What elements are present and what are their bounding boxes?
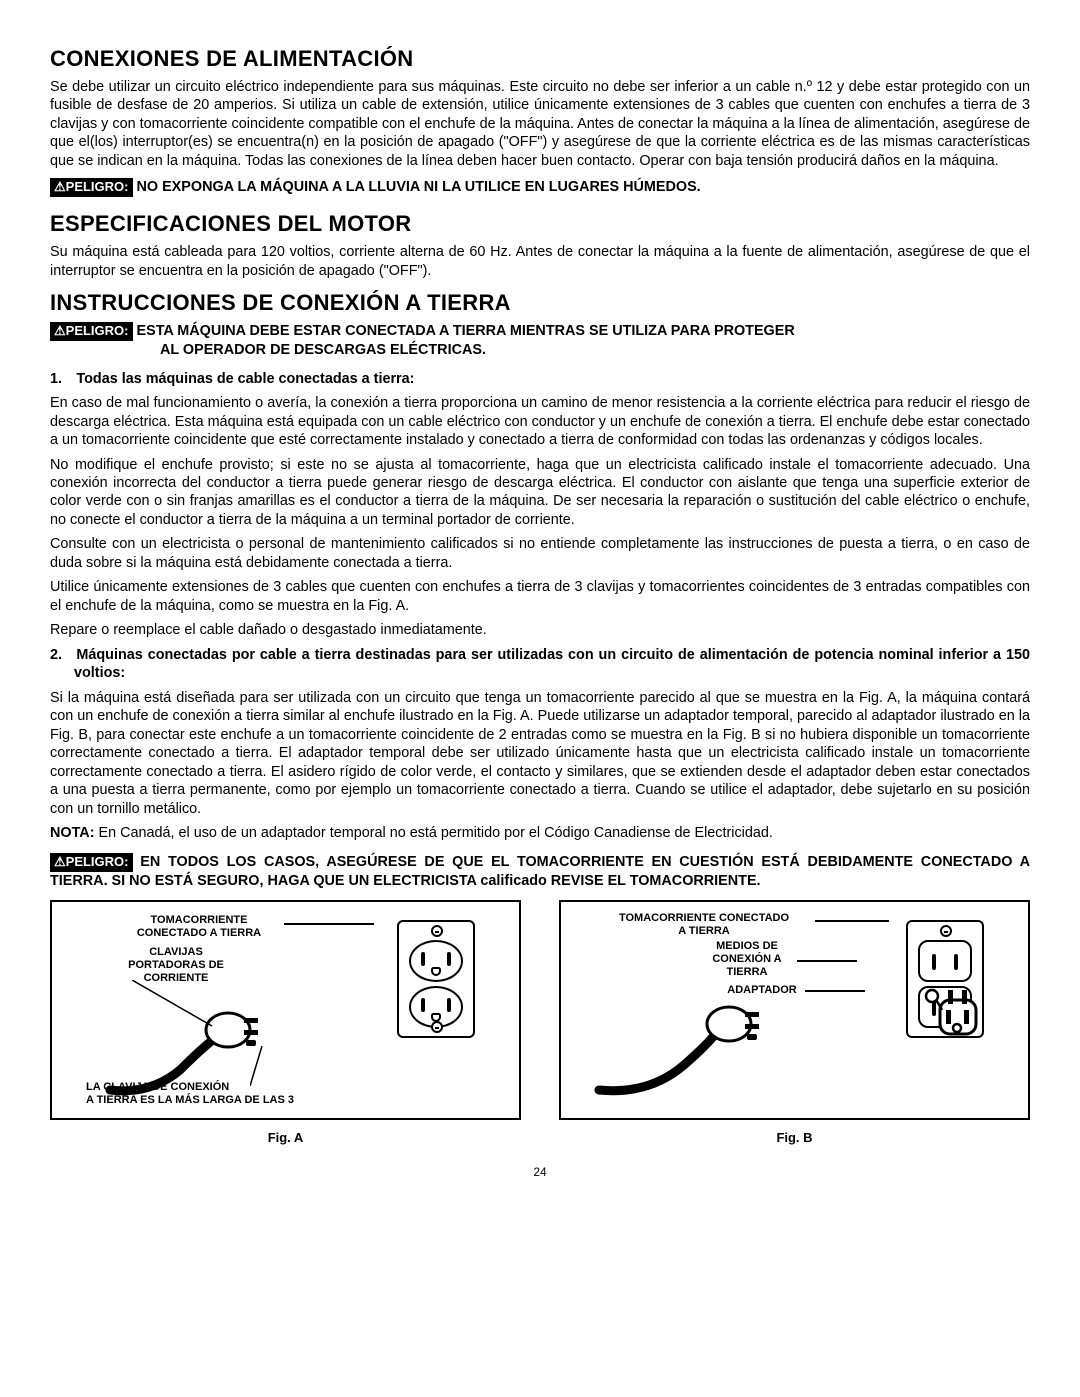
body-paragraph: En caso de mal funcionamiento o avería, … [50, 394, 1030, 449]
danger-badge: ⚠PELIGRO: [50, 853, 133, 872]
figure-label: TOMACORRIENTECONECTADO A TIERRA [114, 914, 284, 939]
figure-caption: Fig. A [50, 1130, 521, 1145]
body-paragraph: Consulte con un electricista o personal … [50, 535, 1030, 572]
figures-row: TOMACORRIENTECONECTADO A TIERRA CLAVIJAS… [50, 900, 1030, 1145]
adapter-icon [922, 980, 992, 1050]
figure-b: TOMACORRIENTE CONECTADOA TIERRA MEDIOS D… [559, 900, 1030, 1145]
figure-diagram: TOMACORRIENTECONECTADO A TIERRA CLAVIJAS… [60, 910, 511, 1110]
body-paragraph: Se debe utilizar un circuito eléctrico i… [50, 78, 1030, 170]
figure-label: ADAPTADOR [717, 984, 807, 997]
list-item: 2. Máquinas conectadas por cable a tierr… [50, 646, 1030, 683]
page-number: 24 [50, 1165, 1030, 1179]
danger-text: NO EXPONGA LA MÁQUINA A LA LLUVIA NI LA … [137, 179, 701, 195]
danger-badge: ⚠PELIGRO: [50, 322, 133, 341]
note-text: En Canadá, el uso de un adaptador tempor… [95, 825, 773, 841]
section-title-ground: INSTRUCCIONES DE CONEXIÓN A TIERRA [50, 290, 1030, 316]
figure-label: MEDIOS DECONEXIÓN ATIERRA [697, 940, 797, 978]
danger-block: ⚠PELIGRO: EN TODOS LOS CASOS, ASEGÚRESE … [50, 853, 1030, 891]
danger-block: ⚠PELIGRO: ESTA MÁQUINA DEBE ESTAR CONECT… [50, 322, 1030, 360]
figure-frame: TOMACORRIENTE CONECTADOA TIERRA MEDIOS D… [559, 900, 1030, 1120]
note-line: NOTA: En Canadá, el uso de un adaptador … [50, 824, 1030, 843]
section-title-motor: ESPECIFICACIONES DEL MOTOR [50, 211, 1030, 237]
leader-line-icon [132, 980, 242, 1030]
body-paragraph: Si la máquina está diseñada para ser uti… [50, 689, 1030, 818]
figure-a: TOMACORRIENTECONECTADO A TIERRA CLAVIJAS… [50, 900, 521, 1145]
plug-icon [589, 990, 789, 1100]
danger-text: ESTA MÁQUINA DEBE ESTAR CONECTADA A TIER… [137, 323, 795, 339]
danger-text-cont: AL OPERADOR DE DESCARGAS ELÉCTRICAS. [50, 341, 1030, 360]
body-paragraph: Su máquina está cableada para 120 voltio… [50, 243, 1030, 280]
body-paragraph: Repare o reemplace el cable dañado o des… [50, 621, 1030, 639]
figure-diagram: TOMACORRIENTE CONECTADOA TIERRA MEDIOS D… [569, 910, 1020, 1110]
leader-line-icon [250, 1046, 280, 1086]
danger-text: EN TODOS LOS CASOS, ASEGÚRESE DE QUE EL … [50, 854, 1030, 889]
figure-label: CLAVIJASPORTADORAS DECORRIENTE [116, 946, 236, 984]
danger-line: ⚠PELIGRO: NO EXPONGA LA MÁQUINA A LA LLU… [50, 178, 1030, 197]
body-paragraph: Utilice únicamente extensiones de 3 cabl… [50, 578, 1030, 615]
numbered-list: 2. Máquinas conectadas por cable a tierr… [50, 646, 1030, 683]
section-title-connections: CONEXIONES DE ALIMENTACIÓN [50, 46, 1030, 72]
figure-frame: TOMACORRIENTECONECTADO A TIERRA CLAVIJAS… [50, 900, 521, 1120]
body-paragraph: No modifique el enchufe provisto; si est… [50, 456, 1030, 530]
figure-caption: Fig. B [559, 1130, 1030, 1145]
note-label: NOTA: [50, 825, 95, 841]
figure-label: TOMACORRIENTE CONECTADOA TIERRA [589, 912, 819, 937]
list-item: 1. Todas las máquinas de cable conectada… [50, 370, 1030, 389]
figure-label: LA CLAVIJA DE CONEXIÓNA TIERRA ES LA MÁS… [86, 1081, 356, 1106]
numbered-list: 1. Todas las máquinas de cable conectada… [50, 370, 1030, 389]
danger-badge: ⚠PELIGRO: [50, 178, 133, 197]
